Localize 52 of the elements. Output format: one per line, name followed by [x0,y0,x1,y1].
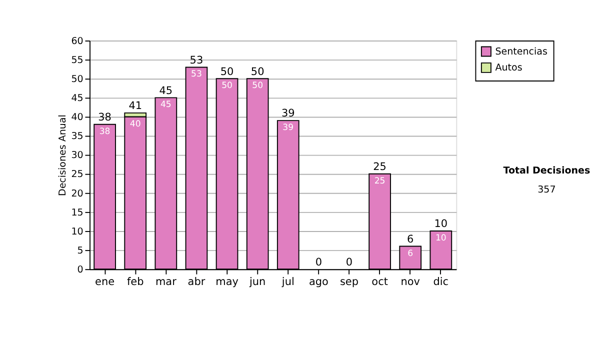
data-label: 53 [191,70,202,80]
y-tick-label: 50 [71,74,84,85]
total-label: 0 [346,256,353,268]
total-label: 53 [190,54,204,66]
total-label: 50 [250,66,264,78]
total-label: 0 [315,256,322,268]
x-tick-label: dic [433,276,449,288]
data-label: 6 [408,248,414,259]
y-tick-label: 35 [71,131,84,142]
y-tick-label: 5 [77,245,84,256]
x-tick-label: sep [340,276,359,288]
y-tick-label: 10 [71,226,84,238]
data-label: 10 [435,234,446,244]
y-tick-label: 30 [71,150,84,162]
x-tick-label: mar [155,276,178,288]
x-tick-label: ago [308,276,328,288]
y-tick-label: 45 [71,93,84,104]
data-label: 50 [222,81,232,92]
y-tick-label: 25 [71,169,84,180]
y-tick-label: 15 [71,207,84,218]
text: Total Decisiones [503,166,590,177]
y-tick-label: 60 [71,36,84,47]
x-tick-label: jul [280,276,294,288]
x-tick-label: ene [95,276,115,288]
total-label: 6 [407,233,414,246]
total-label: 41 [128,100,142,112]
x-tick-label: nov [400,276,420,288]
x-tick-label: may [216,276,238,288]
y-tick-label: 55 [71,54,84,66]
legend-label: Autos [495,62,522,74]
text: 357 [538,184,556,196]
total-label: 45 [159,84,173,97]
x-tick-label: jun [248,276,266,288]
y-tick-label: 0 [77,264,84,276]
total-label: 38 [98,112,112,124]
data-label: 50 [252,81,264,92]
data-label: 40 [130,119,141,130]
x-tick-label: oct [372,276,388,288]
x-tick-label: feb [126,276,144,288]
total-label: 50 [220,66,234,78]
legend-label: Sentencias [495,46,548,58]
x-tick-label: abr [188,276,206,288]
y-tick-label: 20 [71,188,84,200]
data-label: 39 [282,123,294,134]
data-label: 38 [99,126,110,137]
y-axis-title: Decisiones Anual [58,114,68,196]
data-label: 45 [160,100,172,110]
total-label: 39 [281,108,295,120]
data-label: 25 [374,176,386,186]
y-tick-label: 40 [71,112,84,124]
total-label: 10 [434,218,448,230]
total-label: 25 [373,161,386,174]
